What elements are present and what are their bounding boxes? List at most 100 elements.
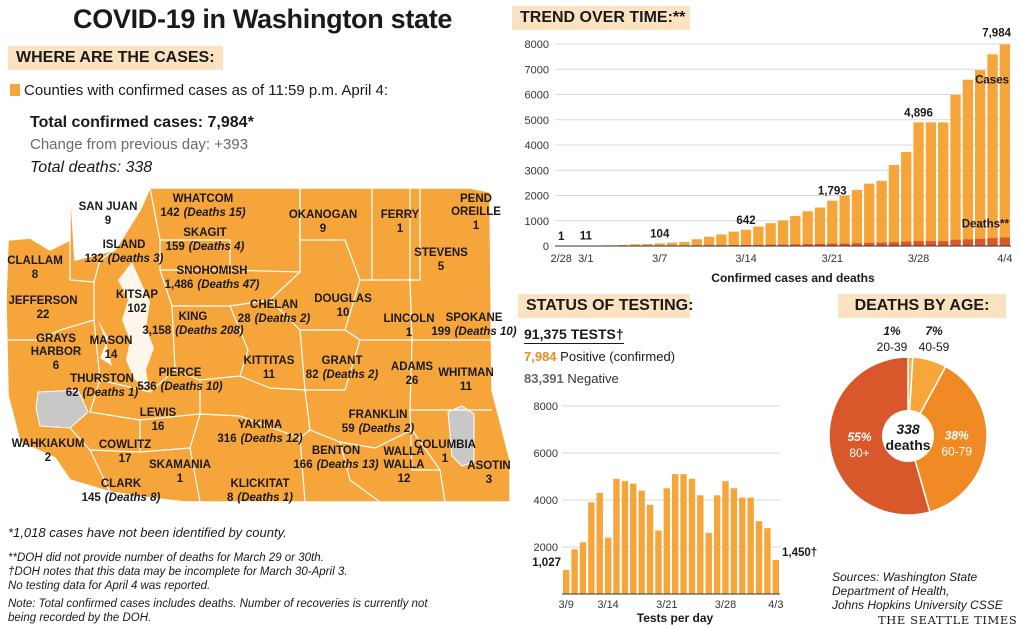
sources-line-1: Sources: Washington State [832,570,978,584]
trend-case-bar [753,226,764,246]
county-columbia: COLUMBIA 1 [414,439,476,465]
trend-case-bar [987,54,998,247]
county-name: BENTON [312,445,360,457]
trend-data-label: 4,896 [904,107,933,119]
county-borders [8,187,492,503]
county-kittitas: KITTITAS 11 [244,355,295,381]
total-deaths: Total deaths: 338 [30,159,153,176]
county-name: FERRY [381,209,420,221]
trend-death-bar [753,244,764,246]
county-deaths: (Deaths 8) [105,492,161,504]
county-name: WHATCOM [173,193,233,205]
trend-case-bar [642,244,653,246]
note-recoveries-2: being recorded by the DOH. [8,612,152,624]
county-cases: 22 [37,309,50,321]
county-cases: 12 [398,473,411,485]
pie-center-value: 338 [896,421,920,437]
tests-x-tick: 3/21 [656,599,677,611]
trend-death-bar [888,242,900,246]
trend-x-tick: 3/7 [652,253,667,265]
county-cases: 3,158 (Deaths 208) [142,325,243,337]
legend-swatch [10,84,20,96]
note-recoveries: Note: Total confirmed cases includes dea… [8,598,428,610]
county-name: FRANKLIN [349,409,408,421]
county-jefferson: JEFFERSON 22 [8,295,77,321]
tests-bar [755,521,763,594]
trend-case-bar [876,180,887,246]
county-spokane: SPOKANE 199 (Deaths 10) [431,312,516,338]
cases-banner: WHERE ARE THE CASES: [8,46,223,70]
county-cases: 9 [320,223,326,235]
county-clallam: CLALLAM 8 [7,255,63,281]
county-cases: 28 (Deaths 2) [238,313,311,325]
trend-case-bar [999,44,1010,247]
county-cases: 2 [45,452,51,464]
county-cases: 1 [442,453,449,465]
trend-case-bar [864,183,875,246]
trend-y-tick: 4000 [525,140,549,152]
pie-center [882,410,934,462]
county-whitman: WHITMAN 11 [438,367,494,393]
county-chelan: CHELAN 28 (Deaths 2) [238,299,311,325]
county-cases: 166 (Deaths 13) [293,459,378,471]
trend-y-tick: 1000 [525,216,549,228]
county-name: KITSAP [116,289,159,301]
trend-cases-series-label: Cases [975,75,1009,87]
county-cases: 6 [53,360,59,372]
trend-death-bar [999,237,1010,246]
pie-center-label: deaths [885,437,930,453]
trend-death-bar [777,244,789,246]
sources: Sources: Washington State Department of … [832,570,1003,612]
pie-slice-60-79 [907,365,988,513]
county-name: WALLA [384,446,425,458]
trend-case-bar [938,122,949,246]
tests-bar [713,495,721,594]
sources-line-2: Department of Health, [832,584,950,598]
county-cases: 159 (Deaths 4) [166,241,245,253]
county-yakima: YAKIMA 316 (Deaths 12) [217,419,302,445]
tests-bar [705,532,712,594]
county-deaths: (Deaths 1) [237,492,293,504]
trend-case-bar [728,231,739,246]
trend-chart: 0 1000 2000 3000 4000 5000 6000 7000 8000 2/28 3/1… [525,28,1013,285]
county-cases: 5 [438,261,445,273]
tests-bar [646,504,654,594]
county-king: KING 3,158 (Deaths 208) [142,311,243,337]
county-franklin: FRANKLIN 59 (Deaths 2) [342,409,415,435]
county-name: WALLA [384,459,425,471]
county-name: SKAMANIA [149,459,211,471]
sources-line-3: Johns Hopkins University CSSE [832,598,1003,612]
tests-data-label: 1,450† [782,547,817,559]
trend-death-bar [975,238,986,246]
tests-bar [638,490,645,594]
trend-case-bar [666,242,678,246]
trend-case-bar [629,244,641,246]
county-cases: 62 (Deaths 1) [66,387,139,399]
county-deaths: (Deaths 15) [184,207,246,219]
tests-bar [613,478,620,594]
trend-data-label: 11 [580,231,593,243]
county-name: JEFFERSON [8,295,77,307]
trend-case-bar [925,122,937,246]
positive-tests: 7,984 Positive (confirmed) [524,349,675,364]
tests-bar [730,488,738,594]
trend-death-bar [864,242,875,246]
trend-x-tick: 2/28 [550,253,571,265]
trend-death-bar [901,241,912,246]
county-klickitat: KLICKITAT 8 (Deaths 1) [227,478,293,504]
county-name: COLUMBIA [414,439,476,451]
tests-bar [722,481,729,594]
trend-case-bar [740,229,752,246]
county-whatcom: WHATCOM 142 (Deaths 15) [160,193,245,219]
total-tests: 91,375 TESTS† [524,326,624,344]
county-cases: 16 [152,421,165,433]
county-deaths: (Deaths 3) [108,253,164,265]
county-deaths: (Deaths 13) [317,459,379,471]
tests-bar [764,528,771,594]
county-okanogan: OKANOGAN 9 [289,209,357,235]
county-island: ISLAND 132 (Deaths 3) [85,239,164,265]
county-deaths: (Deaths 208) [175,325,244,337]
trend-case-bar [790,216,801,246]
county-cowlitz: COWLITZ 17 [99,439,151,465]
